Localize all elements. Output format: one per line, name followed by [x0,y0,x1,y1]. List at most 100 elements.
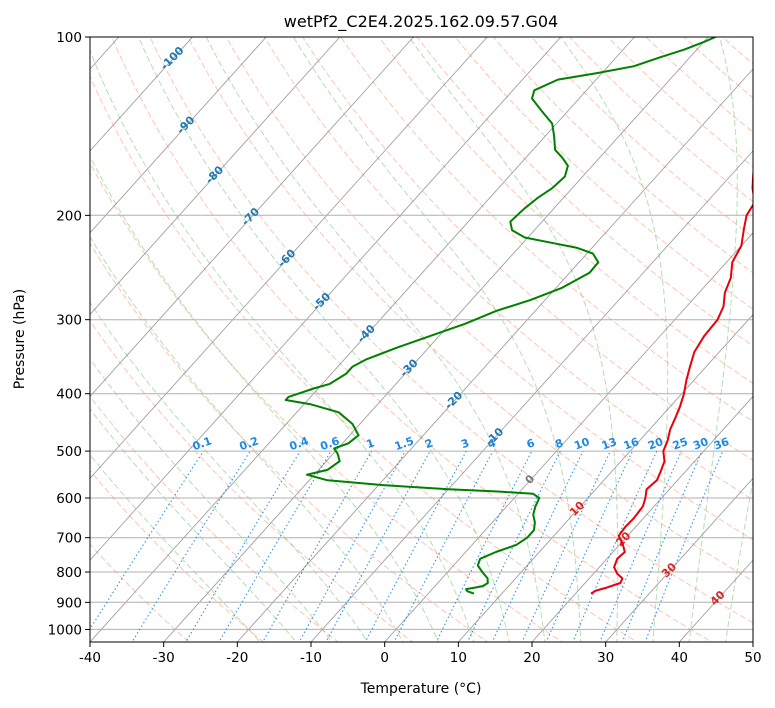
skewed-isotherms [90,37,753,642]
y-axis: 100 200 300 400 500 600 700 800 900 1000 [48,30,90,638]
mixing-ratio-line [491,450,584,642]
mixing-ratio-label: 6 [525,436,537,451]
isotherm [90,37,562,561]
isotherm [90,37,488,480]
mixing-ratio-label: 0.2 [238,434,261,453]
mixing-ratio-line [364,450,467,642]
isotherm [90,37,635,642]
mixing-ratio-label: 0.1 [191,434,214,453]
isotherm [236,68,753,642]
mixing-ratio-line [90,450,204,630]
x-tick-label: -40 [79,650,101,666]
isotherm [384,232,753,642]
x-tick-label: -30 [153,650,175,666]
x-tick-label: 10 [450,650,467,666]
dry-adiabat [454,37,753,310]
mixing-ratio-line [185,450,301,642]
dry-adiabat [111,37,713,642]
dry-adiabat [90,320,414,642]
y-tick-label: 600 [56,491,82,507]
moist-adiabat [90,358,333,642]
chart-title: wetPf2_C2E4.2025.162.09.57.G04 [284,12,558,32]
y-tick-label: 500 [56,444,82,460]
dry-adiabat [149,37,753,624]
y-tick-label: 300 [56,313,82,329]
dry-adiabat [90,75,638,642]
isotherm [90,37,267,234]
x-tick-label: 30 [597,650,614,666]
dry-adiabat [90,161,564,642]
isotherm [531,395,753,642]
dry-adiabat [225,37,753,541]
mixing-ratio-lines [90,450,724,642]
mixing-ratio-line [621,450,703,642]
mixing-ratio-label: 20 [646,435,665,453]
x-tick-label: 50 [744,650,761,666]
y-tick-label: 200 [56,208,82,224]
y-axis-label: Pressure (hPa) [12,289,28,389]
mixing-ratio-line [298,450,406,642]
y-tick-label: 900 [56,595,82,611]
isotherm [90,37,193,152]
moist-adiabat [90,408,297,642]
dry-adiabat [90,543,190,642]
mixing-ratio-label: 36 [712,435,731,453]
dry-adiabat [340,37,753,423]
dry-adiabat [416,37,753,347]
mixing-ratio-label: 1 [365,436,377,451]
mixing-ratio-label: 4 [486,436,498,451]
dry-adiabats [90,37,753,642]
plot-area: -100-90-80-70-60-50-40-30-20-10010203040… [90,37,753,642]
x-tick-label: 40 [671,650,688,666]
mixing-ratio-label: 3 [459,436,471,451]
y-tick-label: 400 [56,387,82,403]
y-tick-label: 800 [56,565,82,581]
plot-frame [89,36,754,643]
isotherm [605,477,753,642]
mixing-ratio-label: 25 [671,435,690,452]
isotherm [90,37,341,316]
y-tick-label: 700 [56,531,82,547]
isotherm [310,150,753,642]
mixing-ratio-line [325,450,431,642]
isotherm [457,313,753,642]
x-axis: -40 -30 -20 -10 0 10 20 30 40 50 [79,642,762,666]
mixing-ratio-label: 30 [691,435,710,453]
dry-adiabat [90,242,489,642]
moist-adiabat [90,235,404,642]
x-tick-label: 20 [523,650,540,666]
mixing-ratio-label: 16 [622,435,641,453]
dry-adiabat [378,37,753,385]
mixing-ratio-line [218,450,332,642]
temperature-line [590,170,753,595]
mixing-ratio-line [599,450,682,642]
moist-adiabat [205,37,546,642]
y-tick-label: 1000 [48,622,82,638]
mixing-ratio-line [466,450,561,642]
mixing-ratio-labels: 0.1 0.2 0.4 0.6 1 1.5 2 3 4 6 8 10 13 16 20 25 30 36 [191,434,732,453]
dry-adiabat [90,395,340,642]
mixing-ratio-label: 13 [600,435,619,452]
mixing-ratio-line [572,450,658,642]
isotherm [90,37,414,398]
dry-adiabat [90,469,265,642]
dewpoint-line [284,37,716,595]
mixing-ratio-label: 10 [572,435,591,453]
mixing-ratio-label: 1.5 [393,434,416,453]
x-tick-label: -10 [300,650,322,666]
isotherm [163,37,709,642]
x-axis-label: Temperature (°C) [360,681,482,697]
x-tick-label: -20 [226,650,248,666]
x-tick-label: 0 [380,650,389,666]
mixing-ratio-line [262,450,373,642]
moist-adiabat [90,301,369,642]
profile-series [284,37,753,595]
mixing-ratio-label: 2 [423,436,435,451]
dry-adiabat [263,37,753,501]
pressure-gridlines [90,37,753,630]
mixing-ratio-line [131,450,251,642]
mixing-ratio-label: 0.4 [288,434,311,453]
mixing-ratio-label: 8 [553,436,565,451]
